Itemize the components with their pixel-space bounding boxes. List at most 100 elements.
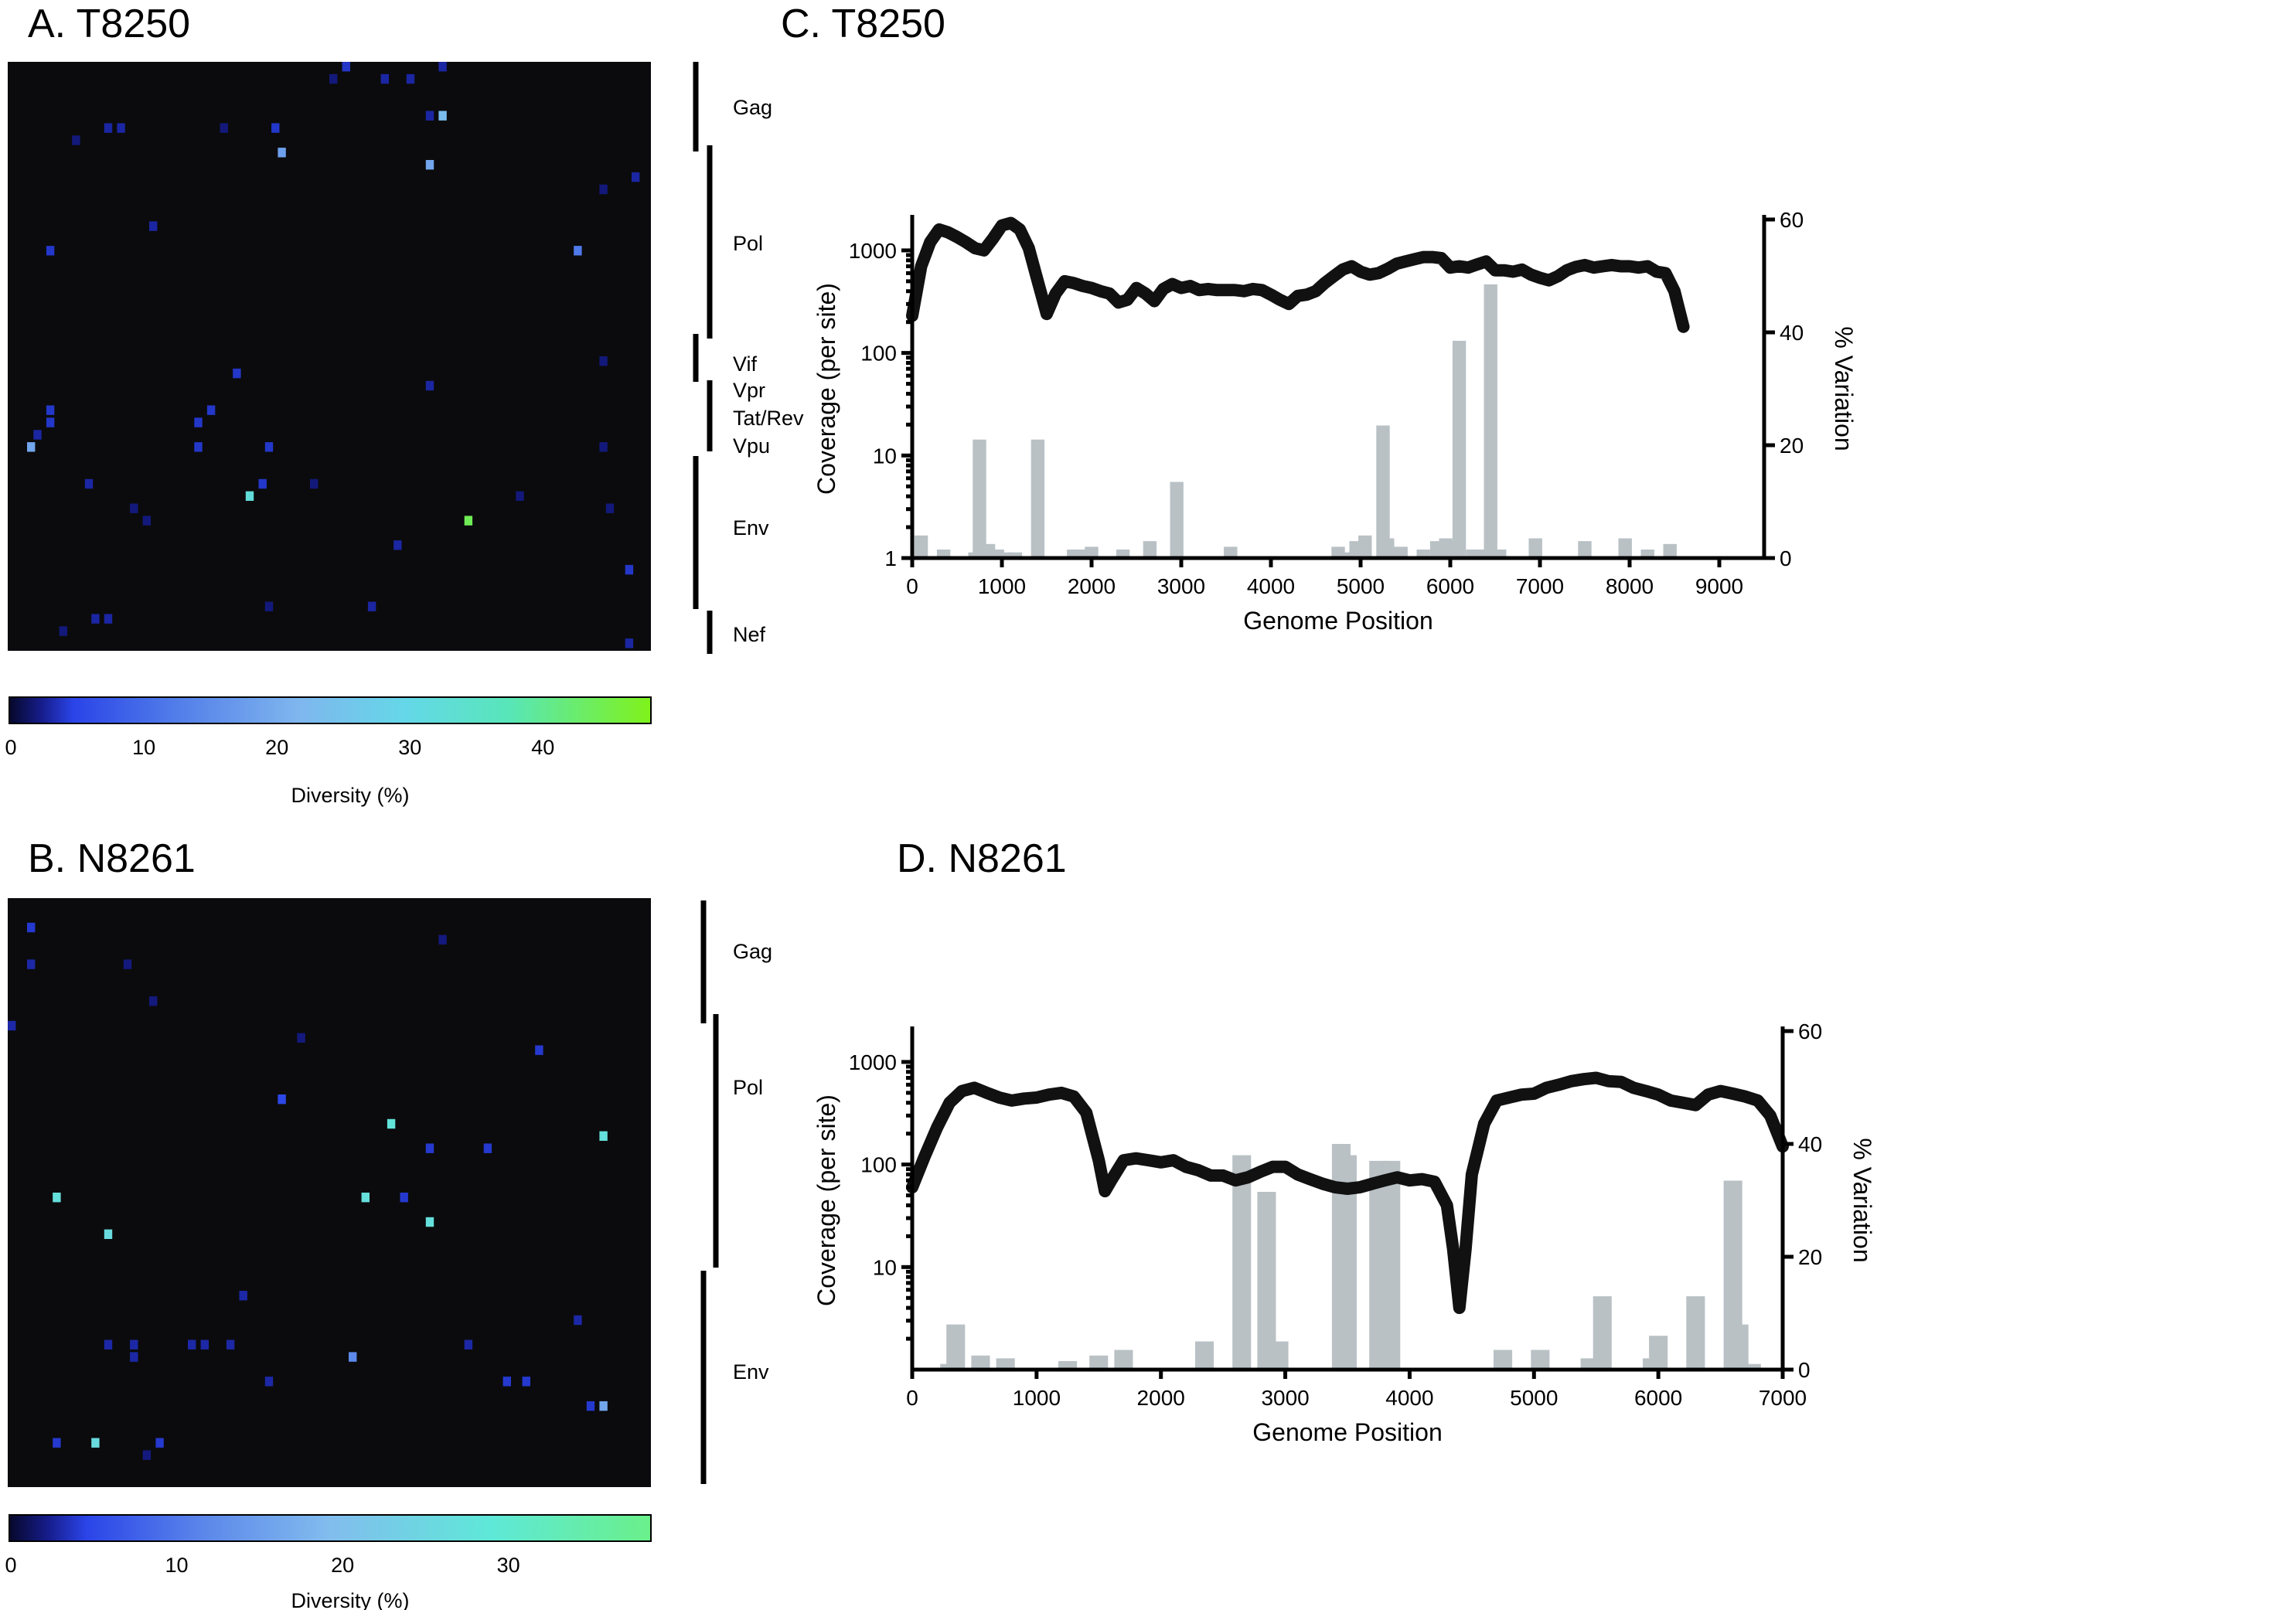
variation-bar <box>1269 1341 1289 1370</box>
heatmap-cell <box>130 1339 138 1350</box>
y-left-tick-label: 100 <box>860 342 897 366</box>
gene-label-nef: Nef <box>733 623 766 646</box>
heatmap-cell <box>130 503 138 513</box>
heatmap-cell <box>46 417 55 427</box>
colorbar-a-label: Diversity (%) <box>291 784 410 807</box>
gene-label-env-b: Env <box>733 1360 769 1384</box>
variation-bar <box>1640 550 1654 558</box>
variation-bar <box>1058 1361 1078 1370</box>
heatmap-cell <box>123 959 132 969</box>
y-right-tick-label: 0 <box>1780 546 1792 570</box>
heatmap-cell <box>258 478 267 489</box>
heatmap-cell <box>502 1377 511 1387</box>
x-tick-label: 6000 <box>1426 574 1474 598</box>
y-right-tick-label: 0 <box>1798 1358 1811 1382</box>
x-tick-label: 2000 <box>1068 574 1116 598</box>
variation-bar <box>1143 541 1157 558</box>
x-tick-label: 3000 <box>1157 574 1205 598</box>
heatmap-cell <box>329 73 338 84</box>
variation-bar <box>971 1355 990 1370</box>
heatmap-cell <box>380 73 389 84</box>
heatmap-cell <box>425 111 434 121</box>
colorbar-tick-label: 10 <box>132 736 155 759</box>
heatmap-cell <box>46 246 55 256</box>
variation-bar <box>1376 425 1390 558</box>
variation-bar <box>1224 546 1238 558</box>
heatmap-cell <box>599 1401 608 1411</box>
y-right-tick-label: 60 <box>1780 208 1804 232</box>
heatmap-cell <box>393 540 402 550</box>
variation-bar <box>1381 538 1395 558</box>
heatmap-cell <box>349 1352 357 1362</box>
gene-label-vif: Vif <box>733 352 758 376</box>
variation-bar <box>1232 1155 1252 1370</box>
variation-bar <box>990 550 1004 558</box>
heatmap-cell <box>27 922 36 933</box>
heatmap-cell <box>91 614 100 624</box>
variation-bar <box>1089 1355 1109 1370</box>
y-left-tick-label: 10 <box>873 1255 897 1279</box>
x-tick-label: 4000 <box>1385 1386 1433 1410</box>
heatmap-cell <box>625 638 634 648</box>
heatmap-cell <box>188 1339 196 1350</box>
x-tick-label: 9000 <box>1695 574 1743 598</box>
colorbar-tick-label: 20 <box>265 736 288 759</box>
heatmap-cell <box>438 934 447 945</box>
heatmap-cell <box>142 516 152 526</box>
variation-bar <box>973 439 986 558</box>
variation-bar <box>1578 541 1592 558</box>
x-tick-label: 1000 <box>1013 1386 1061 1410</box>
colorbar-tick-label: 10 <box>165 1554 188 1577</box>
heatmap-cell <box>599 442 608 452</box>
variation-bar <box>936 550 951 558</box>
heatmap-cell <box>104 614 113 624</box>
x-tick-label: 5000 <box>1510 1386 1558 1410</box>
heatmap-cell <box>425 1143 434 1153</box>
variation-bar <box>914 535 928 558</box>
variation-bar <box>1340 552 1354 558</box>
variation-bar <box>1008 552 1023 558</box>
heatmap-cell <box>53 1438 61 1448</box>
heatmap-cell <box>599 1131 608 1141</box>
variation-bar <box>1358 535 1372 558</box>
variation-bar <box>1686 1296 1705 1370</box>
colorbar-a-ticks: 0 10 20 30 40 <box>5 736 554 759</box>
heatmap-cell <box>464 1339 473 1350</box>
heatmap-cell <box>605 503 615 513</box>
heatmap-cell <box>632 172 640 182</box>
variation-bar <box>1067 550 1081 558</box>
x-axis-title: Genome Position <box>1252 1418 1442 1446</box>
variation-bar <box>1484 284 1497 558</box>
heatmap-cell <box>149 221 158 231</box>
y-right-tick-label: 60 <box>1798 1019 1822 1043</box>
panel-d-title: D. N8261 <box>897 836 1067 881</box>
heatmap-cell <box>361 1193 370 1203</box>
x-tick-label: 3000 <box>1261 1386 1309 1410</box>
heatmap-cell <box>117 123 125 133</box>
variation-bar <box>1649 1336 1668 1370</box>
heatmap-cell <box>599 184 608 195</box>
gene-label-pol-b: Pol <box>733 1076 763 1099</box>
heatmap-cell <box>194 417 203 427</box>
variation-bar <box>1729 1324 1749 1370</box>
heatmap-cell <box>438 111 447 121</box>
heatmap-cell <box>200 1339 209 1350</box>
variation-bar <box>1030 439 1045 558</box>
heatmap-cell <box>516 491 524 501</box>
variation-bar <box>1494 1350 1513 1370</box>
heatmap-cell <box>142 1450 152 1460</box>
heatmap-cell <box>27 442 36 452</box>
variation-bar <box>1618 538 1632 558</box>
heatmap-cell <box>425 160 434 170</box>
colorbar-b-label: Diversity (%) <box>291 1589 410 1610</box>
heatmap-cell <box>264 442 274 452</box>
heatmap-cell <box>264 601 274 611</box>
heatmap-cell <box>91 1438 100 1448</box>
variation-bar <box>996 1358 1015 1370</box>
x-tick-label: 8000 <box>1606 574 1654 598</box>
variation-bar <box>1742 1363 1761 1370</box>
variation-bar <box>1195 1341 1214 1370</box>
heatmap-cell <box>245 491 254 501</box>
y-left-axis-title: Coverage (per site) <box>812 283 840 495</box>
